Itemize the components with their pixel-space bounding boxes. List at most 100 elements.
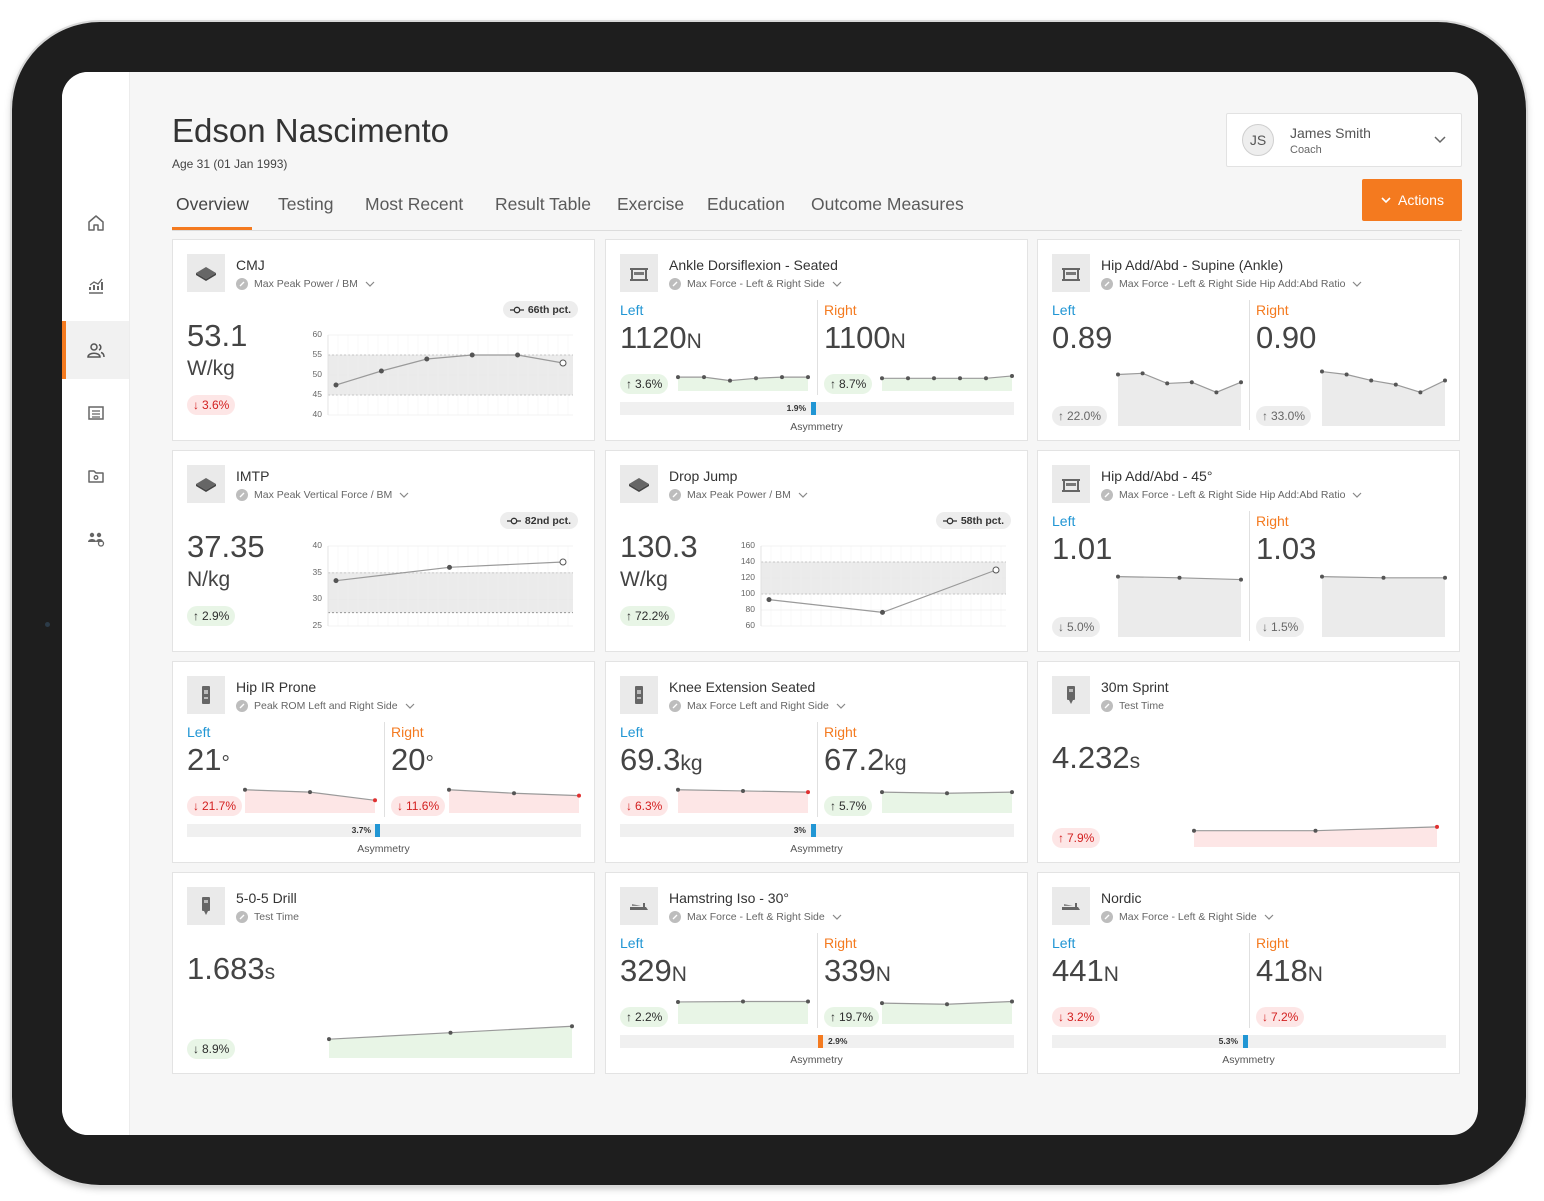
test-card-hip-add-45[interactable]: Hip Add/Abd - 45° Max Force - Left & Righ… (1037, 450, 1460, 652)
side-divider (817, 933, 818, 1028)
metric-value: 67.2kg (824, 742, 907, 778)
y-tick-label: 25 (312, 620, 322, 630)
metric-selector[interactable]: Max Force - Left & Right Side Hip Add:Ab… (1101, 489, 1363, 501)
right-label: Right (391, 724, 424, 740)
tab-result-table[interactable]: Result Table (495, 194, 591, 214)
change-badge: ↓ 3.2% (1052, 1007, 1101, 1027)
nav-folder[interactable] (62, 447, 129, 505)
sidebar (62, 72, 130, 1135)
change-value: 5.7% (839, 799, 867, 813)
nav-list[interactable] (62, 384, 129, 442)
value-number: 69.3 (620, 742, 681, 777)
tab-outcome-measures[interactable]: Outcome Measures (811, 194, 964, 214)
nav-athletes[interactable] (62, 321, 129, 379)
data-point (333, 578, 339, 584)
percentile-value: 66th pct. (527, 303, 571, 316)
trend-area (678, 377, 808, 391)
actions-button[interactable]: Actions (1362, 179, 1462, 221)
metric-selector[interactable]: Test Time (1101, 700, 1164, 712)
test-card-knee-ext[interactable]: Knee Extension Seated Max Force Left and … (605, 661, 1028, 863)
metric-selector[interactable]: Max Force - Left & Right Side (669, 278, 843, 290)
data-point (243, 787, 247, 792)
nav-analytics[interactable] (62, 257, 129, 315)
tab-most-recent[interactable]: Most Recent (365, 194, 464, 214)
nav-groups[interactable] (62, 510, 129, 568)
user-menu[interactable]: JS James Smith Coach (1226, 113, 1462, 167)
data-point (958, 376, 962, 381)
data-point (424, 356, 430, 362)
arrow-down-icon: ↓ (1262, 1010, 1268, 1024)
tab-exercise[interactable]: Exercise (617, 194, 685, 214)
metric-selector[interactable]: Max Peak Power / BM (236, 278, 376, 290)
metric-selector[interactable]: Max Peak Power / BM (669, 489, 809, 501)
test-card-cmj[interactable]: CMJ Max Peak Power / BM 53.1 W/kg ↓ 3.6% 66th … (172, 239, 595, 441)
data-point (512, 791, 516, 796)
test-card-drop-jump[interactable]: Drop Jump Max Peak Power / BM 130.3 W/kg ↑ 72… (605, 450, 1028, 652)
arrow-up-icon: ↑ (1058, 831, 1064, 845)
left-trend-chart (676, 787, 810, 813)
change-value: 1.5% (1271, 620, 1299, 634)
test-title: Hamstring Iso - 30° (669, 890, 789, 906)
y-tick-label: 55 (312, 349, 322, 359)
metric-selector[interactable]: Max Force - Left & Right Side Hip Add:Ab… (1101, 278, 1363, 290)
test-title: Hip Add/Abd - 45° (1101, 468, 1213, 484)
data-point (1313, 828, 1318, 833)
data-point (1443, 378, 1447, 383)
test-icon-box (620, 254, 658, 292)
asymmetry-value: 5.3% (1218, 1036, 1238, 1046)
value-number: 418 (1256, 953, 1308, 988)
tab-education[interactable]: Education (707, 194, 785, 214)
metric-value: 1.03 (1256, 531, 1316, 567)
tab-overview[interactable]: Overview (176, 194, 249, 214)
metric-value: 69.3kg (620, 742, 703, 778)
data-point (1344, 372, 1349, 377)
asymmetry-bar: 5.3% (1052, 1035, 1446, 1048)
active-tab-indicator (172, 227, 252, 230)
value-unit: ° (425, 752, 434, 775)
test-card-nordic[interactable]: Nordic Max Force - Left & Right Side Left 4… (1037, 872, 1460, 1074)
arrow-up-icon: ↑ (626, 609, 632, 623)
asymmetry-value: 3.7% (351, 825, 371, 835)
test-card-drill-505[interactable]: 5-0-5 Drill Test Time 1.683s ↓ 8.9% (172, 872, 595, 1074)
metric-value: 4.232s (1052, 740, 1140, 776)
percentile-chart (327, 334, 573, 416)
test-card-hamstring[interactable]: Hamstring Iso - 30° Max Force - Left & Ri… (605, 872, 1028, 1074)
left-trend-chart (676, 375, 810, 391)
metric-value: 329N (620, 953, 687, 989)
asymmetry-label: Asymmetry (357, 843, 410, 855)
data-point (1165, 381, 1170, 386)
nav-home[interactable] (62, 194, 129, 252)
percentile-badge: 58th pct. (935, 512, 1011, 529)
metric-selector[interactable]: Max Force - Left & Right Side (669, 911, 843, 923)
percentile-badge: 82nd pct. (499, 512, 578, 529)
test-card-ankle[interactable]: Ankle Dorsiflexion - Seated Max Force - L… (605, 239, 1028, 441)
sensor-icon (202, 686, 210, 704)
test-card-sprint[interactable]: 30m Sprint Test Time 4.232s ↑ 7.9% (1037, 661, 1460, 863)
test-card-imtp[interactable]: IMTP Max Peak Vertical Force / BM 37.35 N/k… (172, 450, 595, 652)
value-unit: N (875, 963, 891, 986)
y-tick-label: 140 (740, 556, 755, 566)
right-label: Right (1256, 935, 1289, 951)
metric-value: 0.89 (1052, 320, 1112, 356)
left-trend-chart (676, 999, 810, 1024)
info-icon (236, 278, 248, 290)
asymmetry-marker (375, 824, 380, 837)
test-card-hip-add-supine[interactable]: Hip Add/Abd - Supine (Ankle) Max Force - … (1037, 239, 1460, 441)
metric-name: Max Peak Power / BM (687, 489, 791, 501)
test-card-hip-ir[interactable]: Hip IR Prone Peak ROM Left and Right Side… (172, 661, 595, 863)
change-badge: ↓ 5.0% (1052, 617, 1101, 637)
value-unit: N (671, 963, 687, 986)
metric-selector[interactable]: Max Force - Left & Right Side (1101, 911, 1275, 923)
metric-name: Test Time (1119, 700, 1164, 712)
metric-name: Max Force - Left & Right Side (687, 278, 825, 290)
metric-selector[interactable]: Max Peak Vertical Force / BM (236, 489, 410, 501)
tab-testing[interactable]: Testing (278, 194, 334, 214)
arrow-up-icon: ↑ (1262, 409, 1268, 423)
metric-selector[interactable]: Test Time (236, 911, 299, 923)
metric-selector[interactable]: Max Force Left and Right Side (669, 700, 847, 712)
athlete-name: Edson Nascimento (172, 112, 449, 149)
metric-name: Max Force - Left & Right Side Hip Add:Ab… (1119, 489, 1346, 501)
right-label: Right (824, 302, 857, 318)
metric-selector[interactable]: Peak ROM Left and Right Side (236, 700, 416, 712)
value-unit: N (1307, 963, 1323, 986)
